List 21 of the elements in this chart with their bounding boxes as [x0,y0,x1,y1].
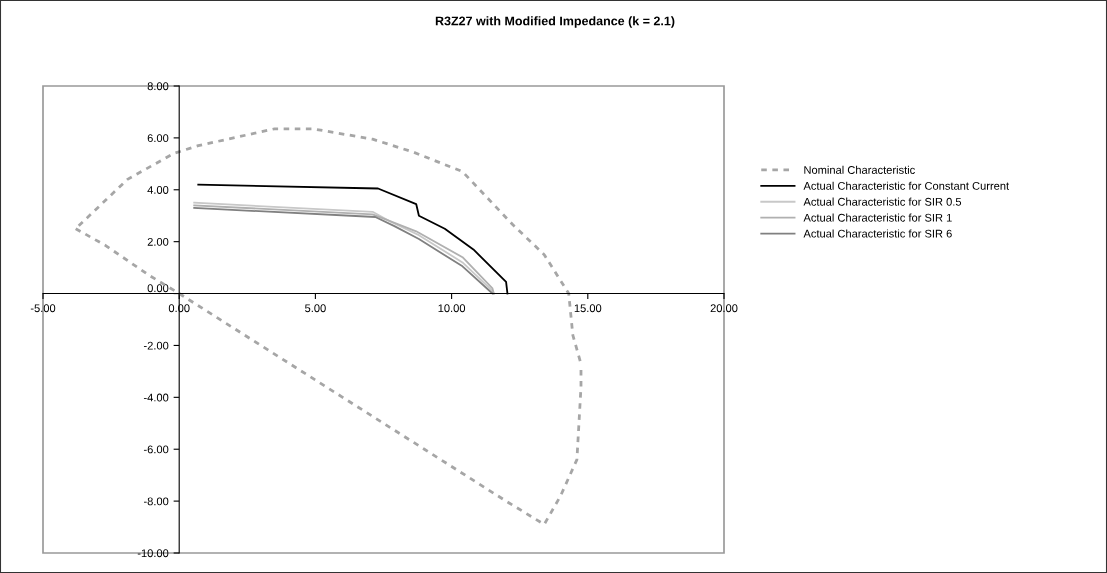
legend-label: Actual Characteristic for SIR 0.5 [803,197,962,206]
x-tick-label: 10.00 [438,304,466,313]
y-tick-label: 0.00 [147,284,169,293]
chart-title: R3Z27 with Modified Impedance (k = 2.1) [435,16,675,28]
legend-label: Actual Characteristic for Constant Current [803,181,1010,190]
y-tick-label: -8.00 [143,497,169,506]
y-tick-label: -2.00 [143,341,169,350]
legend-label: Nominal Characteristic [804,165,915,174]
y-tick-label: 4.00 [147,186,169,194]
x-tick-label: -5.00 [30,304,56,313]
y-tick-label: -6.00 [143,445,169,454]
legend-label: Actual Characteristic for SIR 1 [803,213,952,222]
y-tick-label: -10.00 [137,549,169,558]
y-tick-label: 6.00 [147,134,169,143]
x-tick-label: 20.00 [710,304,738,313]
y-tick-label: 8.00 [147,82,169,91]
y-tick-label: 2.00 [147,237,169,246]
x-tick-label: 5.00 [305,304,326,313]
x-tick-label: 15.00 [574,304,602,313]
y-tick-label: -4.00 [143,393,169,402]
legend-label: Actual Characteristic for SIR 6 [803,229,952,238]
